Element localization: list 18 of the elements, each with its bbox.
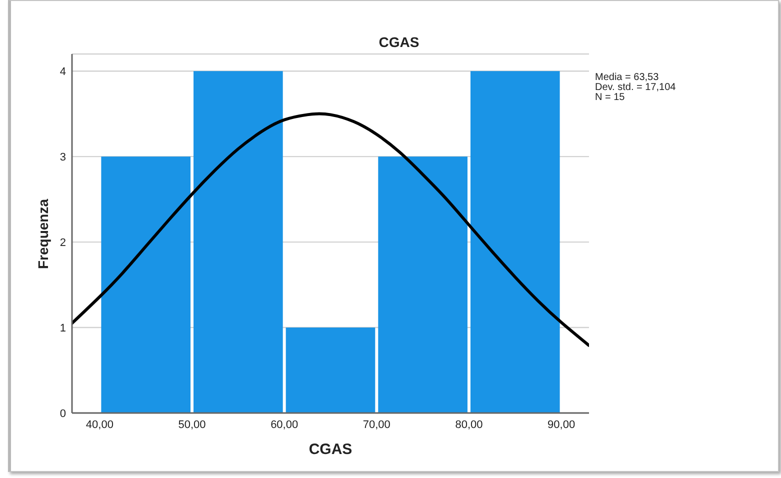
text: N = 15	[595, 92, 625, 103]
y-tick-label: 4	[60, 66, 66, 78]
x-tick-label: 80,00	[455, 418, 483, 431]
y-tick-label: 1	[60, 322, 66, 334]
y-tick-label: 2	[60, 236, 66, 249]
x-axis-title: CGAS	[308, 441, 352, 458]
chart-title: CGAS	[378, 34, 420, 50]
y-tick-label: 3	[60, 151, 66, 164]
x-tick-label: 60,00	[270, 418, 298, 431]
text: Media = 63,53	[595, 72, 659, 83]
line-series	[72, 112, 589, 347]
y-axis-title: Frequenza	[35, 198, 51, 269]
y-tick-label: 0	[60, 408, 66, 420]
x-tick-label: 40,00	[86, 418, 114, 431]
x-tick-label: 50,00	[178, 418, 206, 431]
x-tick-label: 90,00	[548, 418, 576, 431]
text: Dev. std. = 17,104	[595, 82, 676, 93]
x-tick-label: 70,00	[362, 418, 390, 431]
